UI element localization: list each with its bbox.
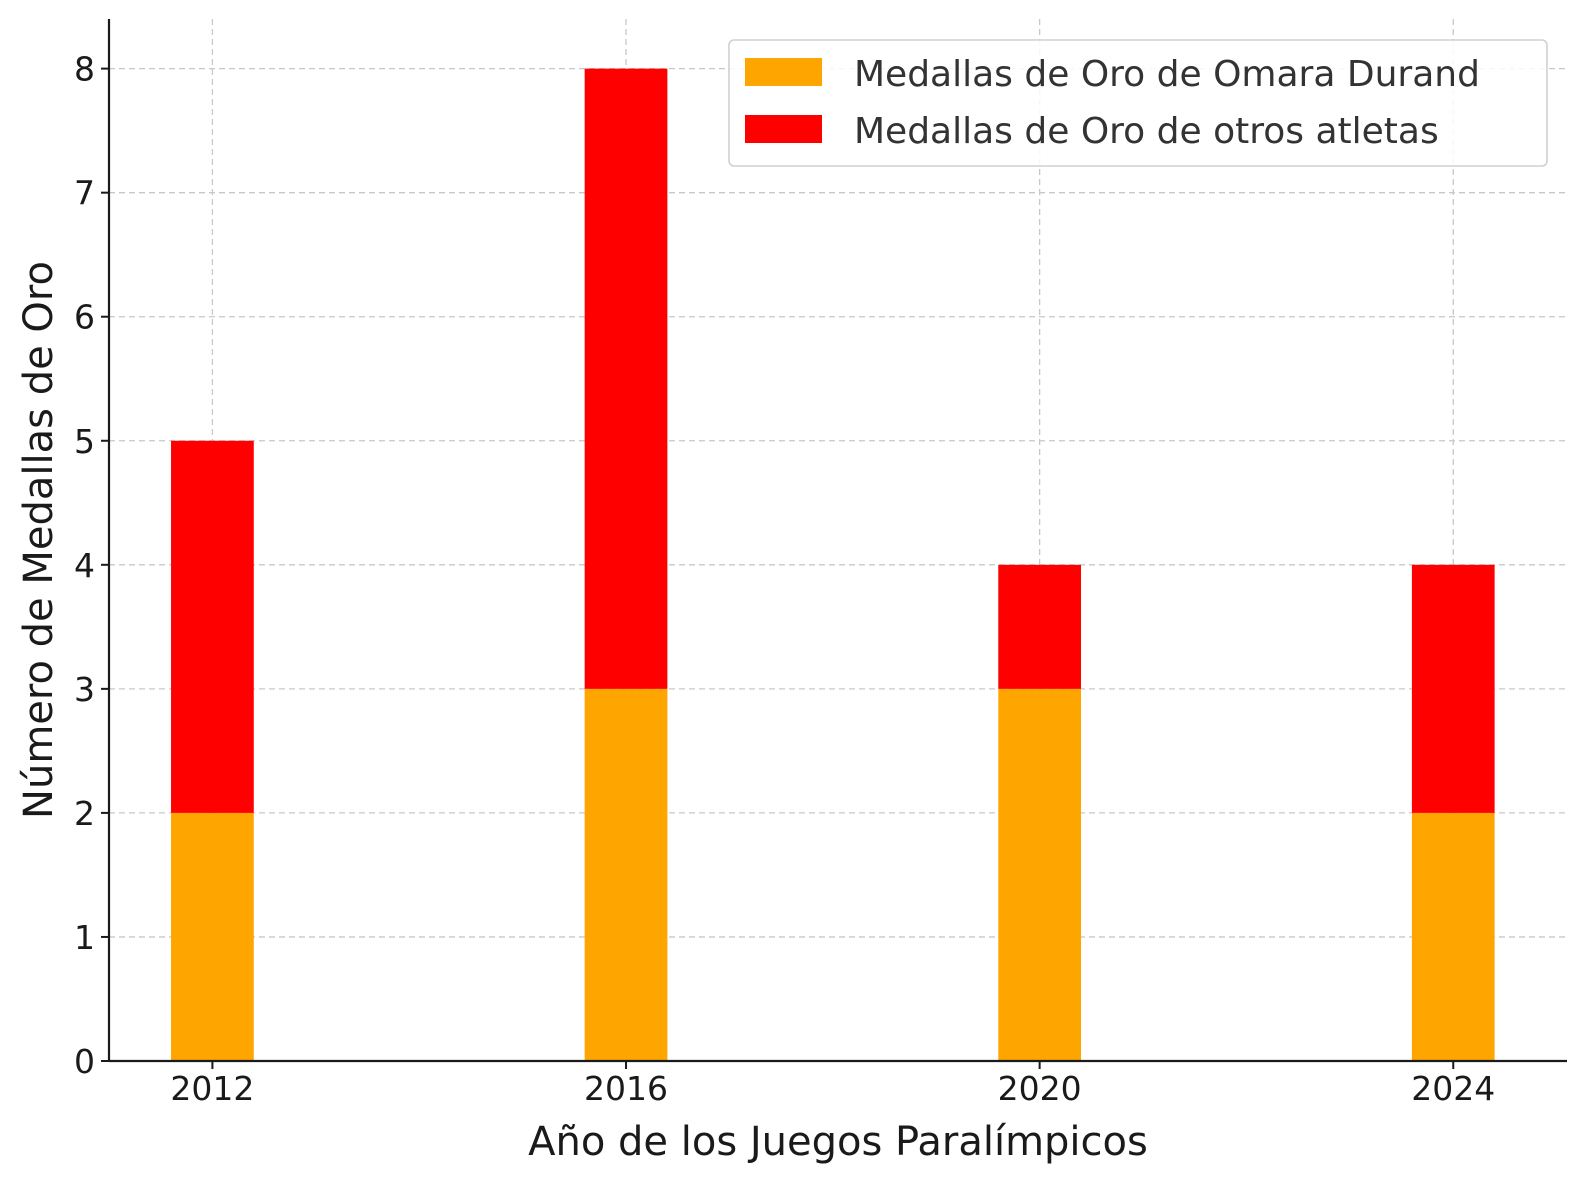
bar-omara-2016 <box>584 688 668 1061</box>
legend-swatch-omara <box>745 58 822 86</box>
y-tick-label: 1 <box>74 918 95 957</box>
bar-omara-2012 <box>171 812 254 1061</box>
x-tick-label: 2016 <box>584 1069 668 1108</box>
bar-otros-2020 <box>998 564 1081 689</box>
bar-omara-2020 <box>998 688 1081 1061</box>
y-tick-label: 0 <box>74 1042 95 1081</box>
grid <box>109 19 1567 1061</box>
x-tick-label: 2024 <box>1411 1069 1495 1108</box>
bar-otros-2016 <box>584 68 668 689</box>
bars <box>171 68 1495 1061</box>
ticks: 0 1 2 3 4 5 6 7 8 2012 2016 2020 2024 <box>74 50 1495 1108</box>
y-tick-label: 5 <box>74 422 95 461</box>
legend: Medallas de Oro de Omara Durand Medallas… <box>728 39 1548 167</box>
bar-omara-2024 <box>1411 812 1495 1061</box>
y-axis-title: Número de Medallas de Oro <box>16 261 62 819</box>
y-tick-label: 6 <box>74 298 95 337</box>
legend-label-otros: Medallas de Oro de otros atletas <box>854 111 1439 152</box>
bar-otros-2012 <box>171 440 254 813</box>
y-tick-label: 7 <box>74 174 95 213</box>
y-tick-label: 4 <box>74 546 95 585</box>
y-tick-label: 3 <box>74 670 95 709</box>
y-tick-label: 2 <box>74 794 95 833</box>
legend-swatch-otros <box>745 115 822 143</box>
x-tick-label: 2012 <box>170 1069 254 1108</box>
x-axis-title: Año de los Juegos Paralímpicos <box>528 1119 1148 1165</box>
legend-label-omara: Medallas de Oro de Omara Durand <box>854 54 1480 95</box>
bar-otros-2024 <box>1411 564 1495 813</box>
y-tick-label: 8 <box>74 50 95 89</box>
legend-box <box>728 39 1548 167</box>
axes <box>107 19 1567 1063</box>
x-tick-label: 2020 <box>998 1069 1082 1108</box>
